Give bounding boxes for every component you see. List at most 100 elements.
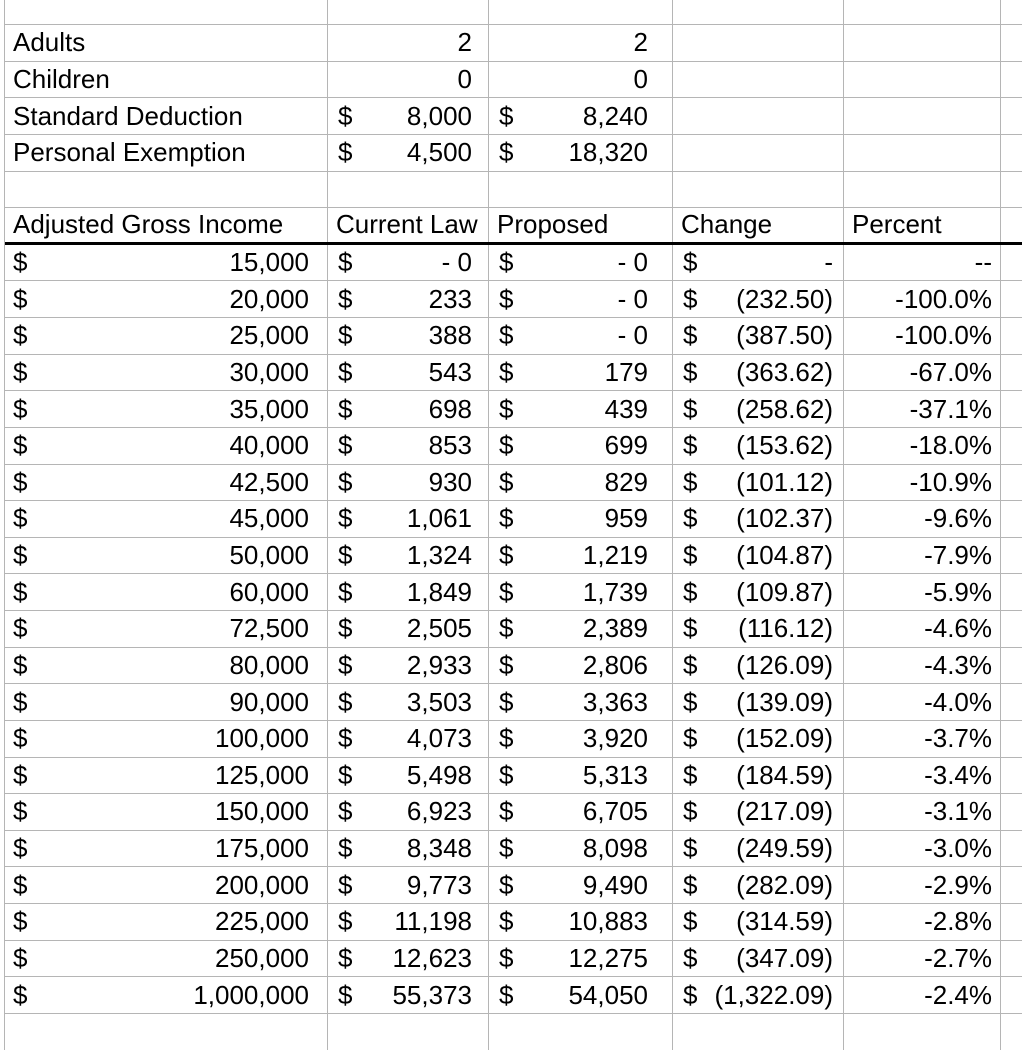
empty-cell[interactable] <box>1001 245 1022 281</box>
income-cell[interactable]: $ 225,000 <box>5 904 328 940</box>
change-cell[interactable]: $ (314.59) <box>673 904 844 940</box>
percent-cell[interactable]: -3.7% <box>844 720 1001 757</box>
empty-cell[interactable] <box>1001 721 1022 757</box>
proposed-cell[interactable]: $ 54,050 <box>489 977 673 1013</box>
change-cell[interactable]: $ (102.37) <box>673 501 844 537</box>
current-law-cell[interactable]: $ 4,073 <box>328 720 489 757</box>
empty-cell[interactable] <box>844 98 1001 134</box>
current-law-cell[interactable]: $ 233 <box>328 281 489 317</box>
header-cell-percent[interactable]: Percent <box>844 208 1001 242</box>
empty-cell[interactable] <box>844 171 1001 208</box>
empty-cell[interactable] <box>328 0 489 24</box>
income-cell[interactable]: $ 15,000 <box>5 244 328 281</box>
empty-cell[interactable] <box>673 0 844 24</box>
income-cell[interactable]: $ 125,000 <box>5 757 328 794</box>
empty-cell[interactable] <box>673 98 844 134</box>
current-law-cell[interactable]: $ 1,849 <box>328 574 489 610</box>
income-cell[interactable]: $ 45,000 <box>5 501 328 537</box>
percent-cell[interactable]: -- <box>844 244 1001 281</box>
percent-cell[interactable]: -4.0% <box>844 684 1001 720</box>
empty-cell[interactable] <box>1001 1014 1022 1050</box>
proposed-cell[interactable]: $ - 0 <box>489 318 673 354</box>
percent-cell[interactable]: -37.1% <box>844 391 1001 427</box>
percent-cell[interactable]: -3.0% <box>844 830 1001 867</box>
proposed-cell[interactable]: $ 699 <box>489 427 673 464</box>
empty-cell[interactable] <box>5 1013 328 1050</box>
proposed-cell[interactable]: $ 5,313 <box>489 757 673 794</box>
income-cell[interactable]: $ 100,000 <box>5 720 328 757</box>
header-cell-change[interactable]: Change <box>673 208 844 242</box>
empty-cell[interactable] <box>1001 98 1022 134</box>
income-cell[interactable]: $ 30,000 <box>5 354 328 391</box>
percent-cell[interactable]: -7.9% <box>844 537 1001 574</box>
proposed-cell[interactable]: $ 8,098 <box>489 830 673 867</box>
income-cell[interactable]: $ 1,000,000 <box>5 977 328 1013</box>
current-law-cell[interactable]: $ 543 <box>328 354 489 391</box>
empty-cell[interactable] <box>1001 391 1022 427</box>
current-law-cell[interactable]: $ 853 <box>328 427 489 464</box>
change-cell[interactable]: $ - <box>673 244 844 281</box>
empty-cell[interactable] <box>1001 758 1022 794</box>
empty-cell[interactable] <box>1001 941 1022 977</box>
change-cell[interactable]: $ (101.12) <box>673 464 844 501</box>
income-cell[interactable]: $ 150,000 <box>5 794 328 830</box>
proposed-cell[interactable]: $ 959 <box>489 501 673 537</box>
empty-cell[interactable] <box>328 171 489 208</box>
current-law-cell[interactable]: $ 3,503 <box>328 684 489 720</box>
empty-cell[interactable] <box>1001 318 1022 354</box>
proposed-cell[interactable]: $ 12,275 <box>489 940 673 977</box>
empty-cell[interactable] <box>1001 465 1022 501</box>
empty-cell[interactable] <box>1001 172 1022 208</box>
proposed-cell[interactable]: $ - 0 <box>489 281 673 317</box>
proposed-cell[interactable]: $ 3,920 <box>489 720 673 757</box>
change-cell[interactable]: $ (184.59) <box>673 757 844 794</box>
empty-cell[interactable] <box>1001 501 1022 537</box>
income-cell[interactable]: $ 20,000 <box>5 281 328 317</box>
empty-cell[interactable] <box>1001 867 1022 903</box>
percent-cell[interactable]: -2.9% <box>844 867 1001 903</box>
param-current-cell[interactable]: 2 <box>328 25 489 61</box>
percent-cell[interactable]: -2.4% <box>844 977 1001 1013</box>
proposed-cell[interactable]: $ 2,389 <box>489 611 673 647</box>
empty-cell[interactable] <box>1001 977 1022 1013</box>
change-cell[interactable]: $ (282.09) <box>673 867 844 903</box>
income-cell[interactable]: $ 175,000 <box>5 830 328 867</box>
percent-cell[interactable]: -4.6% <box>844 611 1001 647</box>
percent-cell[interactable]: -3.4% <box>844 757 1001 794</box>
change-cell[interactable]: $ (139.09) <box>673 684 844 720</box>
param-label-cell[interactable]: Personal Exemption <box>5 134 328 171</box>
proposed-cell[interactable]: $ 1,739 <box>489 574 673 610</box>
current-law-cell[interactable]: $ 388 <box>328 318 489 354</box>
current-law-cell[interactable]: $ 55,373 <box>328 977 489 1013</box>
change-cell[interactable]: $ (387.50) <box>673 318 844 354</box>
percent-cell[interactable]: -100.0% <box>844 318 1001 354</box>
income-cell[interactable]: $ 200,000 <box>5 867 328 903</box>
income-cell[interactable]: $ 50,000 <box>5 537 328 574</box>
empty-cell[interactable] <box>1001 25 1022 61</box>
empty-cell[interactable] <box>1001 135 1022 171</box>
empty-cell[interactable] <box>1001 904 1022 940</box>
empty-cell[interactable] <box>1001 611 1022 647</box>
percent-cell[interactable]: -3.1% <box>844 794 1001 830</box>
change-cell[interactable]: $ (1,322.09) <box>673 977 844 1013</box>
percent-cell[interactable]: -5.9% <box>844 574 1001 610</box>
empty-cell[interactable] <box>1001 281 1022 317</box>
percent-cell[interactable]: -18.0% <box>844 427 1001 464</box>
change-cell[interactable]: $ (116.12) <box>673 611 844 647</box>
change-cell[interactable]: $ (217.09) <box>673 794 844 830</box>
empty-cell[interactable] <box>844 1013 1001 1050</box>
proposed-cell[interactable]: $ 439 <box>489 391 673 427</box>
param-proposed-cell[interactable]: $ 18,320 <box>489 134 673 171</box>
change-cell[interactable]: $ (104.87) <box>673 537 844 574</box>
income-cell[interactable]: $ 80,000 <box>5 647 328 684</box>
current-law-cell[interactable]: $ 5,498 <box>328 757 489 794</box>
income-cell[interactable]: $ 60,000 <box>5 574 328 610</box>
param-current-cell[interactable]: $ 8,000 <box>328 98 489 134</box>
empty-cell[interactable] <box>5 0 328 24</box>
empty-cell[interactable] <box>673 134 844 171</box>
empty-cell[interactable] <box>1001 538 1022 574</box>
header-cell-proposed[interactable]: Proposed <box>489 208 673 242</box>
change-cell[interactable]: $ (363.62) <box>673 354 844 391</box>
empty-cell[interactable] <box>489 0 673 24</box>
current-law-cell[interactable]: $ 11,198 <box>328 904 489 940</box>
